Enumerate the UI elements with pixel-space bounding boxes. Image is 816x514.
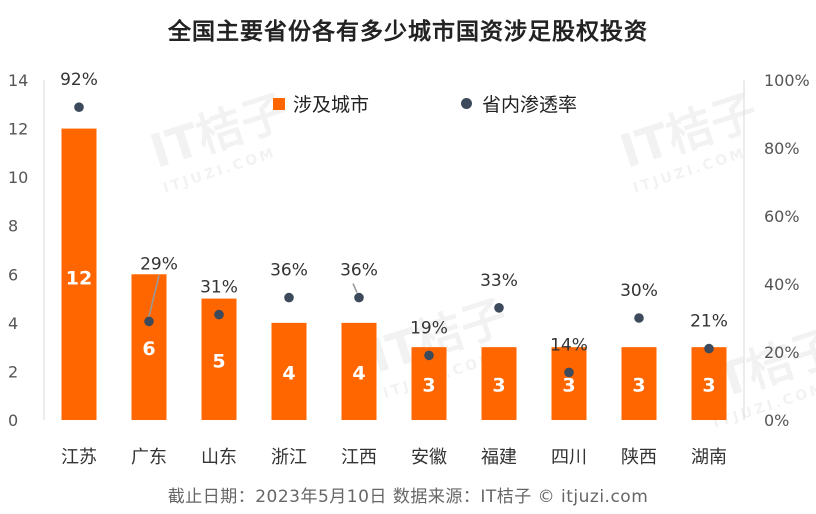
right-tick-label: 100%	[764, 71, 810, 90]
right-tick-label: 20%	[764, 343, 800, 362]
rate-dot	[354, 292, 364, 303]
rate-series: 92% 29% 31% 36% 36% 19% 33% 14% 30% 21%	[60, 70, 728, 378]
rate-value-label: 92%	[60, 70, 98, 90]
bar-value-label: 4	[282, 362, 295, 384]
left-tick-label: 14	[8, 71, 28, 90]
left-tick-label: 8	[8, 217, 18, 236]
left-tick-label: 10	[8, 168, 28, 187]
category-axis: 江苏 广东 山东 浙江 江西 安徽 福建 四川 陕西 湖南	[61, 447, 727, 468]
bar-value-label: 3	[702, 375, 715, 397]
legend-bar-swatch	[273, 97, 285, 110]
left-tick-label: 6	[8, 265, 18, 284]
chart-title: 全国主要省份各有多少城市国资涉足股权投资	[168, 19, 648, 45]
right-tick-label: 40%	[764, 275, 800, 294]
rate-value-label: 36%	[340, 261, 378, 281]
rate-dot	[74, 102, 84, 112]
legend-item-dot: 省内渗透率	[461, 90, 577, 117]
rate-dot	[424, 350, 434, 361]
rate-value-label: 30%	[620, 281, 658, 301]
bar-value-label: 6	[142, 338, 155, 360]
label-connectors	[148, 275, 358, 317]
left-tick-label: 4	[8, 314, 18, 333]
bar-value-label: 5	[212, 350, 225, 372]
left-tick-label: 0	[8, 411, 18, 430]
bar	[481, 347, 517, 420]
bar	[271, 322, 307, 420]
footnote: 截止日期：2023年5月10日 数据来源：IT桔子 © itjuzi.com	[167, 487, 649, 507]
rate-value-label: 19%	[410, 318, 448, 338]
right-axis: 0% 20% 40% 60% 80% 100%	[764, 71, 810, 430]
category-label: 广东	[131, 447, 167, 468]
bar	[341, 322, 377, 420]
category-label: 江西	[341, 447, 377, 468]
rate-dot	[214, 309, 224, 320]
legend-bar-label: 涉及城市	[293, 94, 370, 116]
category-label: 四川	[551, 447, 587, 468]
rate-dot	[284, 292, 294, 303]
rate-dot	[144, 316, 154, 327]
right-tick-label: 0%	[764, 411, 789, 430]
legend-dot-label: 省内渗透率	[482, 94, 578, 116]
rate-value-label: 36%	[270, 261, 308, 281]
category-label: 湖南	[691, 447, 727, 468]
rate-dot	[704, 343, 714, 354]
rate-value-label: 21%	[690, 312, 728, 332]
bar-value-label: 3	[422, 375, 435, 397]
bar-series: 12 6 5 4 4 3 3 3 3 3	[61, 128, 727, 421]
bar-value-label: 3	[492, 375, 505, 397]
left-axis: 0 2 4 6 8 10 12 14	[8, 71, 28, 430]
bar-value-label: 3	[562, 375, 575, 397]
bar-value-label: 4	[352, 362, 365, 384]
bar	[61, 128, 97, 421]
category-label: 山东	[201, 447, 237, 468]
bar-value-label: 3	[632, 375, 645, 397]
left-tick-label: 12	[8, 120, 28, 139]
bar	[621, 347, 657, 420]
category-label: 福建	[481, 447, 517, 468]
rate-dot	[494, 303, 504, 313]
label-connector	[148, 275, 160, 317]
bar-value-label: 12	[66, 267, 92, 289]
bar	[691, 347, 727, 420]
bar	[131, 274, 167, 420]
right-tick-label: 60%	[764, 207, 800, 226]
legend-dot-swatch	[461, 98, 472, 109]
rate-dot	[634, 313, 644, 323]
category-label: 江苏	[61, 447, 97, 468]
legend-item-bar: 涉及城市	[273, 90, 369, 117]
category-label: 安徽	[411, 447, 447, 468]
left-tick-label: 2	[8, 362, 18, 381]
rate-value-label: 29%	[140, 254, 178, 274]
rate-value-label: 31%	[200, 278, 238, 298]
label-connector	[352, 283, 358, 293]
rate-value-label: 14%	[550, 335, 588, 355]
bar	[551, 347, 587, 420]
category-label: 陕西	[621, 447, 657, 468]
rate-dot	[564, 367, 574, 378]
rate-value-label: 33%	[480, 271, 518, 291]
category-label: 浙江	[271, 447, 307, 468]
right-tick-label: 80%	[764, 139, 800, 158]
